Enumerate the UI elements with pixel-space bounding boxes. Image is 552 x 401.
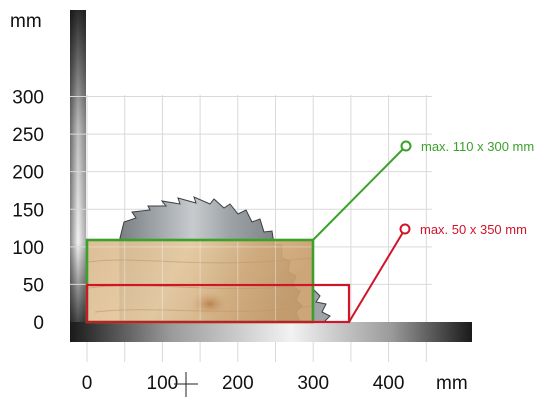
x-unit-label: mm (436, 373, 468, 394)
saw-blade-lower-tooth (311, 286, 331, 323)
wood-knot (188, 290, 232, 318)
y-tick-label: 50 (23, 275, 44, 296)
y-unit-label: mm (10, 11, 42, 32)
y-tick-label: 250 (12, 125, 44, 146)
y-tick-label: 0 (33, 313, 44, 334)
y-tick-label: 200 (12, 163, 44, 184)
callout-label-red: max. 50 x 350 mm (420, 222, 527, 237)
crosshair-cursor-icon (174, 372, 198, 397)
y-tick-label: 100 (12, 238, 44, 259)
y-tick-label: 150 (12, 200, 44, 221)
callout-marker-red (399, 223, 411, 235)
callout-marker-green (400, 140, 412, 152)
x-tick-label: 0 (82, 373, 93, 394)
horizontal-ruler-bar (70, 322, 472, 342)
x-tick-label: 100 (147, 373, 179, 394)
x-tick-label: 300 (297, 373, 329, 394)
callout-label-green: max. 110 x 300 mm (421, 139, 534, 154)
callout-line-green (312, 145, 407, 241)
callout-line-red (313, 228, 406, 323)
x-tick-label: 200 (222, 373, 254, 394)
x-tick-label: 400 (373, 373, 405, 394)
capacity-rect-50x350 (85, 283, 351, 324)
vertical-ruler-shade (70, 10, 86, 342)
y-tick-label: 300 (12, 88, 44, 109)
